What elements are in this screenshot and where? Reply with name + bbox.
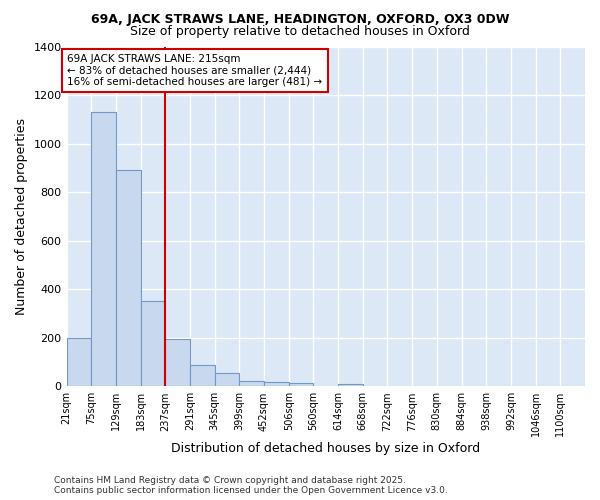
Text: 69A JACK STRAWS LANE: 215sqm
← 83% of detached houses are smaller (2,444)
16% of: 69A JACK STRAWS LANE: 215sqm ← 83% of de…: [67, 54, 323, 87]
Bar: [239, 382, 264, 386]
Bar: [338, 384, 363, 386]
Text: Contains public sector information licensed under the Open Government Licence v3: Contains public sector information licen…: [54, 486, 448, 495]
Text: Size of property relative to detached houses in Oxford: Size of property relative to detached ho…: [130, 25, 470, 38]
Text: Contains HM Land Registry data © Crown copyright and database right 2025.: Contains HM Land Registry data © Crown c…: [54, 476, 406, 485]
Text: 69A, JACK STRAWS LANE, HEADINGTON, OXFORD, OX3 0DW: 69A, JACK STRAWS LANE, HEADINGTON, OXFOR…: [91, 12, 509, 26]
Y-axis label: Number of detached properties: Number of detached properties: [15, 118, 28, 315]
Bar: [264, 382, 289, 386]
Bar: [289, 384, 313, 386]
Bar: [165, 339, 190, 386]
Bar: [91, 112, 116, 386]
Bar: [190, 365, 215, 386]
Bar: [215, 374, 239, 386]
Bar: [67, 338, 91, 386]
Bar: [116, 170, 140, 386]
X-axis label: Distribution of detached houses by size in Oxford: Distribution of detached houses by size …: [171, 442, 481, 455]
Bar: [140, 301, 165, 386]
